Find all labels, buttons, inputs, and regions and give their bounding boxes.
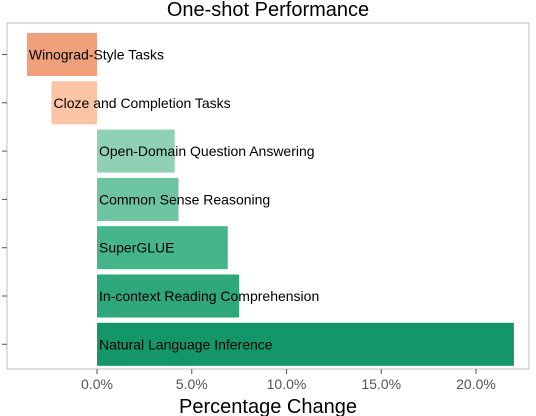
bars-group: Winograd-Style Tasks Cloze and Completion…	[26, 33, 514, 366]
x-axis-label: Percentage Change	[179, 396, 357, 416]
bar-4	[97, 226, 228, 270]
bar-label-0: Winograd-Style Tasks	[29, 47, 164, 63]
bar-label-4: SuperGLUE	[99, 240, 174, 256]
bar-0	[26, 33, 97, 76]
bar-label-5: In-context Reading Comprehension	[99, 288, 319, 304]
x-tick-label-3: 15.0%	[361, 376, 401, 392]
bar-5	[97, 274, 240, 318]
x-tick-label-0: 0.0%	[81, 376, 113, 392]
bar-2	[97, 129, 175, 173]
bar-label-6: Natural Language Inference	[99, 336, 273, 352]
x-tick-label-1: 5.0%	[176, 376, 208, 392]
bar-1	[51, 81, 97, 125]
x-tick-label-2: 10.0%	[267, 376, 307, 392]
bar-label-3: Common Sense Reasoning	[99, 191, 270, 207]
bar-label-2: Open-Domain Question Answering	[99, 143, 315, 159]
bar-3	[97, 177, 179, 221]
x-ticks-group: 0.0% 5.0% 10.0% 15.0% 20.0%	[81, 369, 496, 392]
bar-6	[97, 322, 514, 366]
y-ticks-group	[2, 54, 7, 345]
plot-frame	[6, 22, 530, 370]
bar-label-1: Cloze and Completion Tasks	[54, 95, 231, 111]
x-tick-label-4: 20.0%	[456, 376, 496, 392]
chart-title: One-shot Performance	[167, 0, 369, 21]
